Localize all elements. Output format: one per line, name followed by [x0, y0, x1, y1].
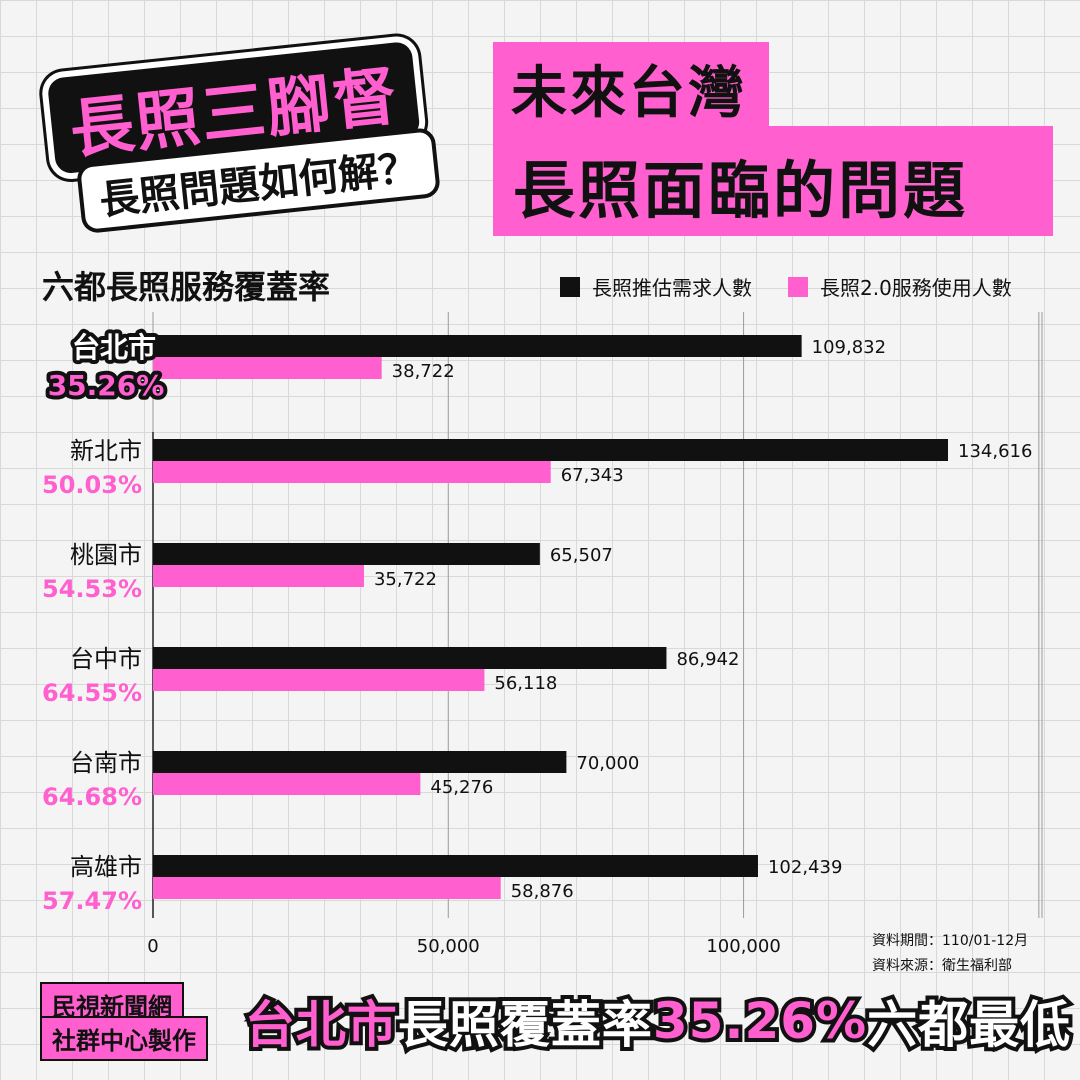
data-label-usage: 56,118: [494, 673, 557, 694]
banner-city: 台北市: [241, 992, 401, 1058]
bar-demand: [153, 543, 540, 565]
data-label-usage: 67,343: [561, 465, 624, 486]
data-label-demand: 86,942: [676, 649, 739, 670]
category-label: 台南市: [70, 749, 142, 777]
bar-demand: [153, 439, 948, 461]
title-line2: 長照面臨的問題: [493, 126, 1053, 236]
bar-demand: [153, 751, 567, 773]
legend-demand-label: 長照推估需求人數: [592, 276, 752, 300]
note-period: 資料期間：110/01-12月: [872, 933, 1029, 949]
bar-usage: [153, 669, 485, 691]
bar-demand: [153, 855, 758, 877]
bar-usage: [153, 357, 382, 379]
data-label-usage: 38,722: [392, 361, 455, 382]
data-label-demand: 134,616: [958, 441, 1032, 462]
legend-demand: 長照推估需求人數: [560, 272, 752, 301]
legend-demand-swatch: [560, 276, 580, 297]
banner-rate: 35.26%: [649, 988, 870, 1054]
data-label-demand: 102,439: [768, 857, 842, 878]
coverage-rate-label: 64.55%: [42, 679, 142, 707]
coverage-rate-label: 35.26%: [48, 369, 165, 402]
banner-text: 長照覆蓋率: [394, 992, 656, 1058]
x-tick-label: 50,000: [417, 936, 480, 957]
coverage-rate-label: 54.53%: [42, 575, 142, 603]
bar-demand: [153, 647, 667, 669]
credit-line2: 社群中心製作: [40, 1016, 208, 1061]
coverage-rate-label: 57.47%: [42, 887, 142, 915]
category-label: 高雄市: [70, 853, 142, 881]
coverage-rate-label: 50.03%: [42, 471, 142, 499]
data-label-demand: 65,507: [550, 545, 613, 566]
data-label-usage: 58,876: [511, 881, 574, 902]
legend-usage-label: 長照2.0服務使用人數: [820, 276, 1012, 300]
x-tick-label: 100,000: [706, 936, 780, 957]
data-label-usage: 35,722: [374, 569, 437, 590]
note-source: 資料來源：衛生福利部: [872, 958, 1012, 974]
category-label: 新北市: [70, 437, 142, 465]
data-label-demand: 109,832: [812, 337, 886, 358]
conclusion-banner: 台北市 長照覆蓋率 35.26% 六都最低: [241, 978, 1074, 1064]
banner-conclusion: 六都最低: [863, 992, 1074, 1058]
bar-usage: [153, 877, 501, 899]
bar-usage: [153, 773, 421, 795]
data-label-usage: 45,276: [430, 777, 493, 798]
title-line1: 未來台灣: [493, 42, 769, 135]
data-label-demand: 70,000: [576, 753, 639, 774]
legend-usage-swatch: [788, 276, 808, 297]
bar-demand: [153, 335, 802, 357]
legend-usage: 長照2.0服務使用人數: [788, 272, 1012, 301]
bar-usage: [153, 461, 551, 483]
chart-title: 六都長照服務覆蓋率: [42, 268, 331, 306]
category-label: 桃園市: [70, 541, 142, 569]
category-label: 台北市: [72, 331, 156, 364]
x-tick-label: 0: [147, 936, 158, 957]
category-label: 台中市: [70, 645, 142, 673]
bar-usage: [153, 565, 364, 587]
coverage-rate-label: 64.68%: [42, 783, 142, 811]
